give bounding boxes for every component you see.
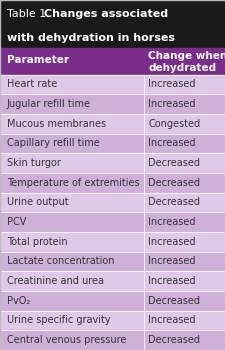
Text: Skin turgor: Skin turgor [7,158,60,168]
Bar [0,271,225,291]
Text: Decreased: Decreased [147,296,199,306]
Text: Congested: Congested [147,119,199,129]
Text: Urine specific gravity: Urine specific gravity [7,315,110,326]
Text: Lactate concentration: Lactate concentration [7,257,114,266]
Text: Decreased: Decreased [147,335,199,345]
Text: Decreased: Decreased [147,178,199,188]
Bar [0,173,225,193]
Text: Parameter: Parameter [7,55,68,65]
Bar [0,252,225,271]
Text: Increased: Increased [147,79,195,89]
Text: PCV: PCV [7,217,26,227]
Text: Increased: Increased [147,99,195,109]
Bar [0,193,225,212]
Text: Increased: Increased [147,237,195,247]
Text: Change when
dehydrated: Change when dehydrated [147,51,225,74]
Text: Changes associated: Changes associated [44,9,167,19]
Bar [0,94,225,114]
Text: Increased: Increased [147,217,195,227]
Bar [0,0,225,48]
Bar [0,291,225,311]
Text: Urine output: Urine output [7,197,68,208]
Text: with dehydration in horses: with dehydration in horses [7,33,174,43]
Text: Jugular refill time: Jugular refill time [7,99,90,109]
Bar [0,75,225,94]
Text: Decreased: Decreased [147,197,199,208]
Text: Increased: Increased [147,315,195,326]
Text: Increased: Increased [147,276,195,286]
Text: Increased: Increased [147,257,195,266]
Text: Capillary refill time: Capillary refill time [7,138,99,148]
Text: PvO₂: PvO₂ [7,296,30,306]
Text: Total protein: Total protein [7,237,67,247]
Bar [0,330,225,350]
Bar [0,114,225,134]
Bar [0,212,225,232]
Bar [0,232,225,252]
Text: Mucous membranes: Mucous membranes [7,119,106,129]
Bar [0,48,225,75]
Text: Central venous pressure: Central venous pressure [7,335,126,345]
Text: Decreased: Decreased [147,158,199,168]
Bar [0,153,225,173]
Text: Table 1.: Table 1. [7,9,53,19]
Bar [0,134,225,153]
Text: Temperature of extremities: Temperature of extremities [7,178,139,188]
Text: Increased: Increased [147,138,195,148]
Text: Heart rate: Heart rate [7,79,57,89]
Text: Creatinine and urea: Creatinine and urea [7,276,103,286]
Bar [0,311,225,330]
